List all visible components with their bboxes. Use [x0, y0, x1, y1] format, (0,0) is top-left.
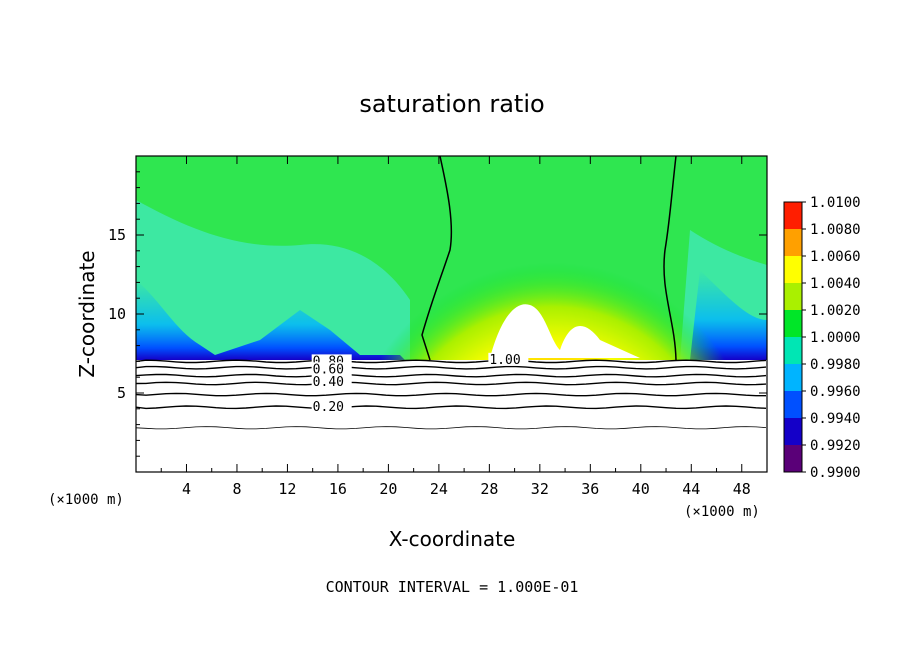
x-tick-label: 12 [278, 480, 296, 498]
contour-lines [136, 359, 767, 430]
colorbar-swatch [784, 337, 802, 364]
colorbar: 0.9900 0.9920 0.9940 0.9960 0.9980 1.0000 1.00… [783, 195, 861, 481]
contour-label: 0.60 [313, 362, 344, 377]
colorbar-label: 1.0080 [810, 222, 861, 238]
colorbar-swatch [784, 418, 802, 445]
contour-1.00-left [421, 156, 453, 361]
contour-labels: 0.800.600.400.201.00 [311, 352, 529, 415]
contour-interval-note: CONTOUR INTERVAL = 1.000E-01 [326, 578, 579, 596]
contour-line [136, 405, 767, 410]
field-subcloud [136, 360, 767, 472]
colorbar-swatch [784, 202, 802, 229]
field-low-left [136, 200, 410, 360]
colorbar-swatch [784, 283, 802, 310]
contour-label: 0.20 [313, 400, 344, 415]
contour-line [136, 392, 766, 397]
x-tick-label: 40 [632, 480, 650, 498]
contour-label: 1.00 [489, 353, 520, 368]
y-tick-label: 5 [117, 384, 126, 402]
colorbar-label: 1.0040 [810, 276, 861, 292]
colorbar-label: 0.9940 [810, 411, 861, 427]
colorbar-label: 1.0000 [810, 330, 861, 346]
colorbar-label: 1.0100 [810, 195, 861, 211]
y-tick-label: 10 [108, 305, 126, 323]
chart-title: saturation ratio [359, 90, 544, 118]
colorbar-label: 1.0060 [810, 249, 861, 265]
colorbar-swatch [784, 256, 802, 283]
contour-label-bg [488, 352, 529, 366]
x-tick-label: 44 [682, 480, 700, 498]
x-tick-label: 28 [480, 480, 498, 498]
colorbar-label: 0.9980 [810, 357, 861, 373]
field-blue-left [136, 280, 405, 360]
x-unit-left: (×1000 m) [48, 492, 124, 508]
colorbar-label: 0.9900 [810, 465, 861, 481]
colorbar-swatch [784, 445, 802, 472]
colorbar-label: 1.0020 [810, 303, 861, 319]
x-unit-right: (×1000 m) [684, 504, 760, 520]
x-tick-label: 48 [733, 480, 751, 498]
colorbar-swatch [784, 229, 802, 256]
colorbar-label: 0.9960 [810, 384, 861, 400]
x-tick-label: 24 [430, 480, 448, 498]
y-axis-label: Z-coordinate [75, 250, 99, 377]
y-tick-label: 15 [108, 226, 126, 244]
contour-label-bg [311, 362, 352, 376]
contour-label-bg [311, 400, 352, 414]
contour-line [136, 365, 767, 370]
contour-line [136, 426, 767, 430]
colorbar-swatch [784, 364, 802, 391]
contour-line [136, 359, 767, 364]
contour-label: 0.40 [313, 375, 344, 390]
colorbar-swatch [784, 391, 802, 418]
contour-1.00-right [663, 156, 677, 361]
contour-line [136, 381, 767, 386]
contour-line [136, 373, 767, 378]
field-cloud [490, 304, 640, 358]
x-tick-label: 16 [329, 480, 347, 498]
x-tick-label: 20 [379, 480, 397, 498]
x-tick-label: 4 [182, 480, 191, 498]
colorbar-swatch [784, 310, 802, 337]
contour-label-bg [311, 374, 352, 388]
x-tick-label: 8 [232, 480, 241, 498]
x-tick-label: 32 [531, 480, 549, 498]
y-axis-ticks: 5 10 15 [108, 171, 767, 457]
x-tick-label: 36 [581, 480, 599, 498]
x-axis-label: X-coordinate [389, 527, 516, 551]
x-axis-ticks: 4 8 12 16 20 24 28 32 36 40 44 48 [160, 156, 751, 498]
colorbar-label: 0.9920 [810, 438, 861, 454]
plot-area [136, 156, 767, 472]
